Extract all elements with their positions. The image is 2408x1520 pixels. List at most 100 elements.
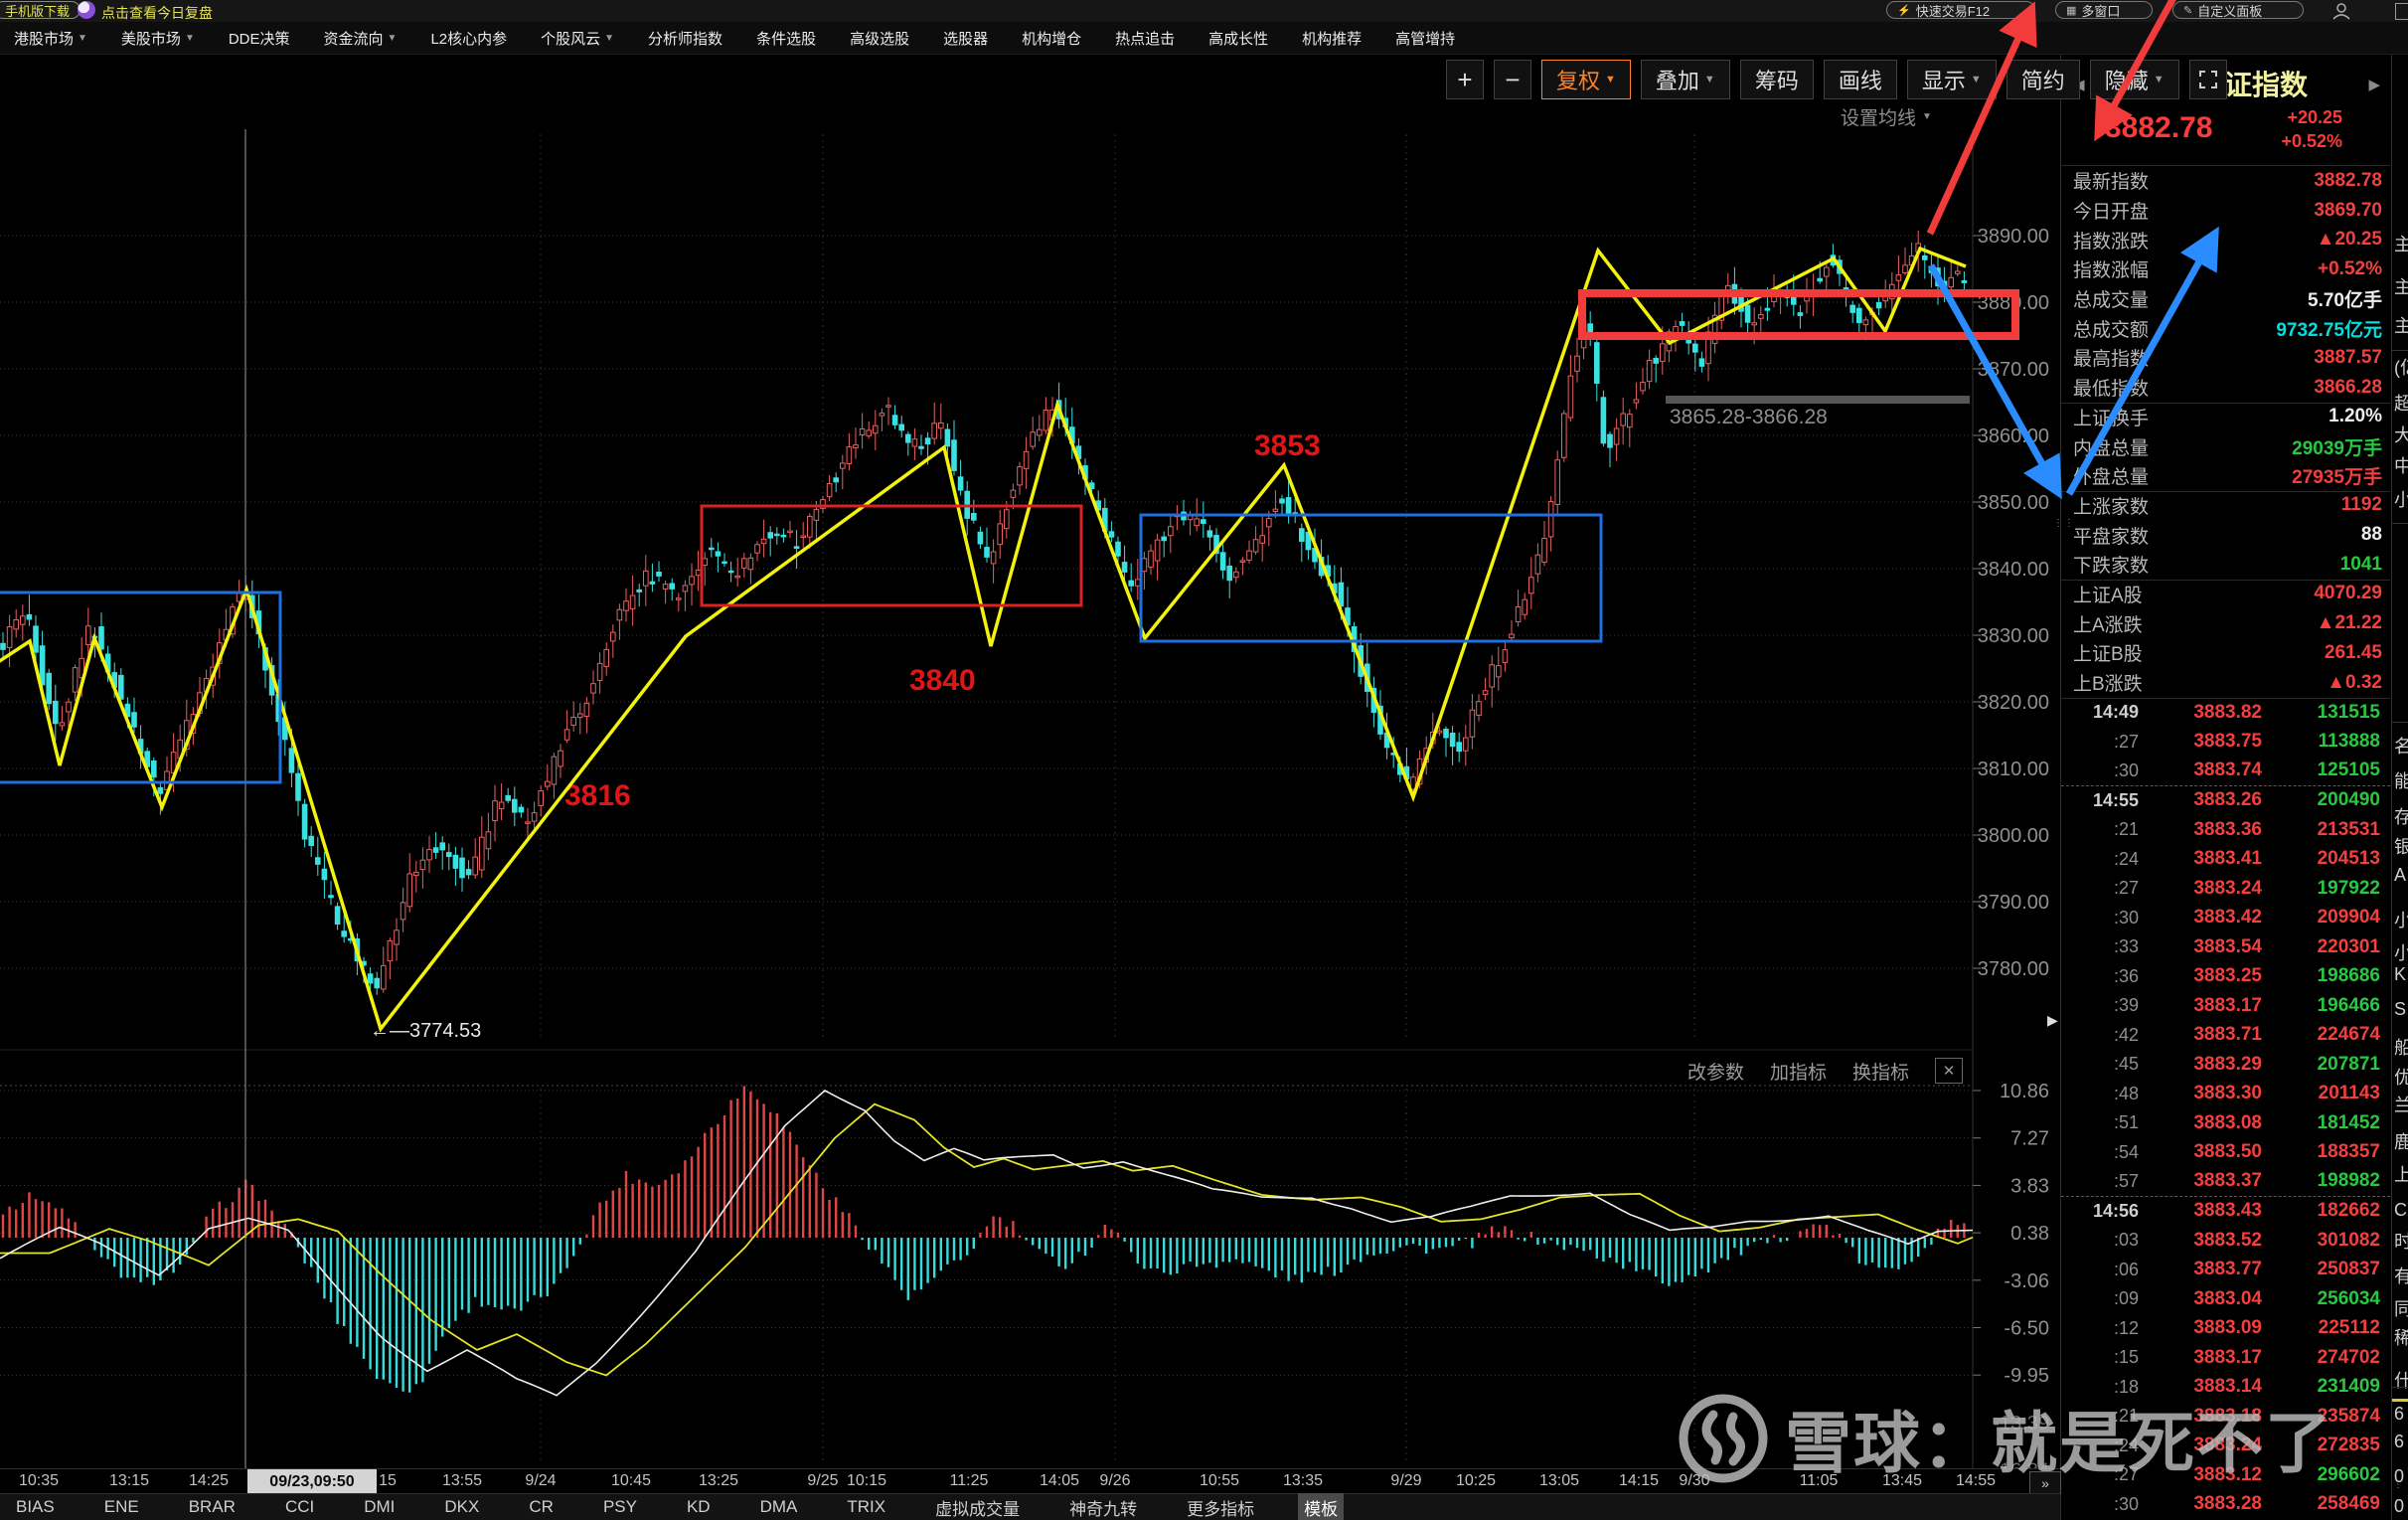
candlestick-chart[interactable]: 3890.00 3880.00 3870.00 3860.00 3850.00 3840.… — [0, 0, 2060, 1520]
zoom-out-button[interactable]: − — [1494, 60, 1531, 99]
menu-item-资金流向[interactable]: 资金流向 ▼ — [324, 28, 398, 49]
mobile-download-button[interactable]: 手机版下载 — [0, 1, 81, 19]
tick-row: :24 3883.41 204513 — [2061, 845, 2390, 875]
menu-item-高成长性[interactable]: 高成长性 — [1208, 28, 1268, 49]
tab-PSY[interactable]: PSY — [602, 1497, 637, 1516]
change-params-link[interactable]: 改参数 — [1686, 1062, 1744, 1084]
tick-time: :42 — [2113, 1024, 2139, 1045]
stat-value: 261.45 — [2324, 641, 2382, 663]
svg-text:3800.00: 3800.00 — [1978, 825, 2049, 847]
grid-icon: ▦ — [2066, 4, 2077, 17]
tab-CR[interactable]: CR — [529, 1497, 554, 1516]
user-account-icon[interactable] — [2331, 2, 2351, 20]
stat-row-最低指数: 最低指数 3866.28 — [2061, 373, 2390, 403]
tab-DMI[interactable]: DMI — [364, 1497, 396, 1516]
toolbar-button-复权[interactable]: 复权 ▼ — [1541, 60, 1631, 99]
stat-value: 27935万手 — [2292, 467, 2382, 489]
annotation-3840: 3840 — [909, 664, 976, 697]
tick-volume: 256034 — [2317, 1287, 2380, 1309]
tab-BIAS[interactable]: BIAS — [16, 1497, 55, 1516]
tab-TRIX[interactable]: TRIX — [847, 1497, 886, 1516]
menu-item-港股市场[interactable]: 港股市场 ▼ — [14, 28, 87, 49]
tick-price: 3883.52 — [2193, 1229, 2262, 1251]
toolbar-button-筹码[interactable]: 筹码 — [1739, 60, 1814, 99]
cutoff-char: 上 — [2394, 1161, 2408, 1187]
tick-time: :03 — [2113, 1230, 2139, 1251]
tick-price: 3883.77 — [2193, 1259, 2262, 1280]
menu-item-L2核心内参[interactable]: L2核心内参 — [430, 28, 507, 49]
stat-value: ▲21.22 — [2316, 612, 2382, 634]
stat-row-总成交额: 总成交额 9732.75亿元 — [2061, 313, 2390, 343]
tab-更多指标[interactable]: 更多指标 — [1187, 1499, 1255, 1519]
close-icon[interactable]: ✕ — [1935, 1058, 1963, 1084]
tab-ENE[interactable]: ENE — [103, 1497, 139, 1516]
stat-label: 上B涨跌 — [2073, 674, 2143, 696]
multi-window-button[interactable]: ▦ 多窗口 — [2055, 1, 2153, 19]
menu-item-个股风云[interactable]: 个股风云 ▼ — [541, 28, 614, 49]
tick-row: :45 3883.29 207871 — [2061, 1050, 2390, 1080]
chevron-down-icon: ▼ — [604, 32, 615, 44]
time-label: 13:25 — [698, 1472, 739, 1489]
tick-price: 3883.37 — [2193, 1170, 2262, 1192]
panel-resize-grip[interactable]: ⋮⋮ — [2053, 518, 2075, 529]
tab-虚拟成交量[interactable]: 虚拟成交量 — [935, 1499, 1021, 1519]
tick-price: 3883.14 — [2193, 1376, 2262, 1398]
toolbar-button-画线[interactable]: 画线 — [1823, 60, 1897, 99]
tick-time: :18 — [2113, 1376, 2139, 1397]
add-indicator-link[interactable]: 加指标 — [1769, 1062, 1827, 1084]
toolbar-button-简约[interactable]: 简约 — [2006, 60, 2080, 99]
toolbar-button-显示[interactable]: 显示 ▼ — [1906, 60, 1997, 99]
collapse-arrow-icon[interactable]: ▶ — [2047, 1012, 2059, 1028]
switch-indicator-link[interactable]: 换指标 — [1851, 1062, 1909, 1084]
toolbar-button-叠加[interactable]: 叠加 ▼ — [1640, 60, 1730, 99]
tab-BRAR[interactable]: BRAR — [188, 1497, 236, 1516]
toolbar-button-label: 复权 — [1556, 69, 1601, 93]
menu-item-机构增仓[interactable]: 机构增仓 — [1022, 28, 1081, 49]
quick-trade-button[interactable]: ⚡ 快速交易F12 — [1886, 1, 2035, 19]
menu-item-美股市场[interactable]: 美股市场 ▼ — [121, 28, 195, 49]
menu-item-高管增持[interactable]: 高管增持 — [1395, 28, 1455, 49]
scroll-right-button[interactable]: » — [2029, 1471, 2061, 1494]
stat-label: 总成交量 — [2073, 290, 2150, 312]
stat-label: 外盘总量 — [2073, 467, 2150, 489]
toolbar-button-label: 显示 — [1921, 69, 1966, 93]
menu-item-label: DDE决策 — [228, 30, 290, 48]
ma-setting-dropdown[interactable]: 设置均线 ▼ — [1841, 103, 1932, 130]
menu-item-分析师指数[interactable]: 分析师指数 — [648, 28, 722, 49]
menu-item-条件选股[interactable]: 条件选股 — [756, 28, 816, 49]
zoom-in-button[interactable]: + — [1446, 60, 1484, 99]
tab-KD[interactable]: KD — [686, 1497, 711, 1516]
tab-DMA[interactable]: DMA — [759, 1497, 798, 1516]
corner-resize-grip[interactable]: ⋮⋮⋮ — [2393, 1479, 2408, 1490]
replay-link[interactable]: 点击查看今日复盘 — [101, 5, 213, 21]
custom-panel-button[interactable]: ✎ 自定义面板 — [2172, 1, 2304, 19]
tick-row: :27 3883.12 296602 — [2061, 1460, 2390, 1490]
menu-item-DDE决策[interactable]: DDE决策 — [229, 28, 290, 49]
tick-time: :12 — [2113, 1317, 2139, 1338]
cutoff-char: (亿 — [2394, 358, 2408, 378]
time-label: 9/25 — [807, 1472, 839, 1489]
stat-row-最高指数: 最高指数 3887.57 — [2061, 343, 2390, 373]
multi-window-label: 多窗口 — [2081, 3, 2121, 19]
toolbar-button-隐藏[interactable]: 隐藏 ▼ — [2089, 60, 2179, 99]
quick-trade-label: 快速交易F12 — [1915, 3, 1991, 19]
tick-time: :57 — [2113, 1170, 2139, 1191]
fullscreen-button[interactable] — [2188, 60, 2227, 99]
time-label: 14:55 — [1955, 1472, 1997, 1489]
tab-神奇九转[interactable]: 神奇九转 — [1069, 1499, 1138, 1519]
stat-row-下跌家数: 下跌家数 1041 — [2061, 550, 2390, 580]
time-label: 9/29 — [1390, 1472, 1422, 1489]
menu-item-高级选股[interactable]: 高级选股 — [850, 28, 909, 49]
tick-volume: 209904 — [2317, 907, 2380, 929]
stat-label: 上涨家数 — [2073, 496, 2150, 518]
cutoff-char: C — [2394, 1200, 2407, 1220]
tab-模板[interactable]: 模板 — [1298, 1492, 1345, 1520]
menu-item-热点追击[interactable]: 热点追击 — [1115, 28, 1175, 49]
tick-price: 3883.41 — [2193, 848, 2262, 870]
tab-DKX[interactable]: DKX — [444, 1497, 480, 1516]
tab-CCI[interactable]: CCI — [284, 1497, 315, 1516]
menu-item-选股器[interactable]: 选股器 — [943, 28, 988, 49]
next-stock-arrow-icon[interactable]: ▶ — [2368, 77, 2380, 93]
menu-item-机构推荐[interactable]: 机构推荐 — [1302, 28, 1362, 49]
svg-text:0.38: 0.38 — [2010, 1223, 2049, 1245]
